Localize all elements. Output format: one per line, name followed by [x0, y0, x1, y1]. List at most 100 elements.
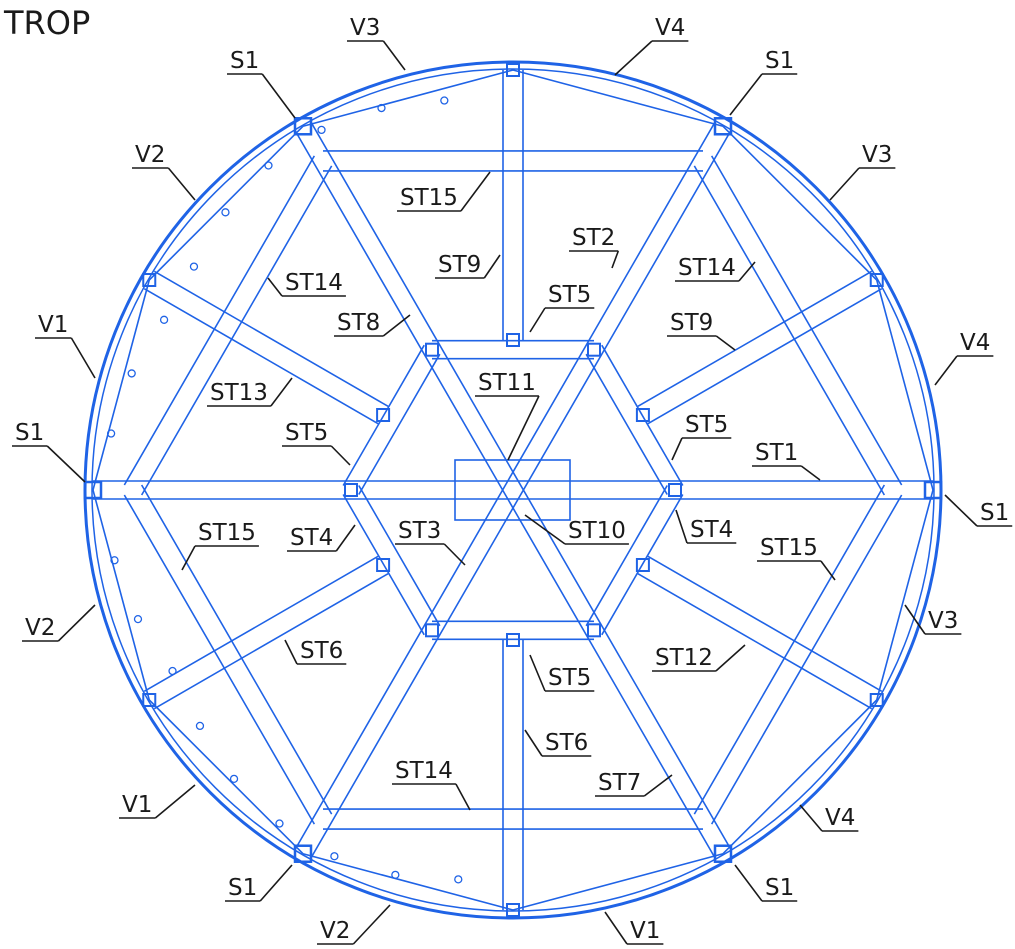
leader-line	[615, 41, 652, 75]
leader-line	[716, 645, 745, 671]
bolt-hole	[161, 316, 168, 323]
leader-line	[644, 775, 672, 796]
leader-line	[168, 168, 195, 200]
clip	[426, 344, 438, 356]
leader-line	[383, 315, 410, 336]
beam-edge	[154, 271, 388, 406]
part-label: ST11	[478, 370, 536, 396]
leader-line	[71, 338, 95, 378]
leader-line	[735, 865, 762, 901]
part-label: ST15	[400, 185, 458, 211]
part-label: ST3	[398, 518, 441, 544]
leader-line	[801, 466, 820, 480]
leader-line	[935, 356, 957, 385]
part-label: V1	[38, 312, 68, 338]
beam-edge	[311, 122, 731, 849]
beam-edge	[602, 345, 683, 485]
leader-line	[830, 168, 859, 200]
leader-line	[612, 251, 618, 268]
part-label: ST10	[568, 518, 626, 544]
bolt-hole	[392, 871, 399, 878]
center-box	[455, 460, 570, 520]
part-label: S1	[15, 420, 44, 446]
chord	[93, 280, 149, 490]
beam-edge	[712, 156, 902, 485]
beam-edge	[154, 574, 388, 709]
part-label: ST5	[548, 282, 591, 308]
inner-ring	[92, 69, 934, 911]
leader-line	[444, 544, 465, 565]
leader-line	[530, 308, 545, 332]
part-label: ST14	[678, 255, 736, 281]
chord	[93, 490, 149, 700]
part-label: V1	[122, 792, 152, 818]
bolt-hole	[441, 97, 448, 104]
part-label: ST15	[760, 535, 818, 561]
clip	[345, 484, 357, 496]
drawing: TROP V3V4S1S1V2V3ST15ST2ST9ST14ST14V1V4S…	[0, 0, 1015, 949]
leader-line	[353, 905, 390, 944]
part-label: ST5	[685, 412, 728, 438]
bolt-hole	[134, 616, 141, 623]
part-label: S1	[228, 875, 257, 901]
frame	[85, 62, 941, 918]
part-label: V3	[862, 142, 892, 168]
leader-line	[47, 446, 85, 482]
bolt-hole	[265, 162, 272, 169]
part-label: V3	[350, 15, 380, 41]
leader-line	[271, 378, 292, 406]
bolt-hole	[222, 209, 229, 216]
beam-edge	[648, 289, 882, 424]
outer-ring	[85, 62, 941, 918]
leader-line	[739, 262, 755, 281]
chord	[303, 854, 513, 910]
chord	[513, 70, 723, 126]
part-label: ST6	[545, 730, 588, 756]
leader-line	[945, 495, 977, 526]
beam-edge	[586, 354, 667, 494]
chord	[303, 70, 513, 126]
drawing-title: TROP	[3, 4, 90, 42]
bolt-hole	[196, 722, 203, 729]
part-label: ST4	[690, 517, 733, 543]
leader-line	[285, 640, 297, 664]
leader-line	[336, 525, 355, 551]
bolt-hole	[128, 370, 135, 377]
leader-line	[525, 730, 542, 756]
part-label: S1	[765, 48, 794, 74]
leader-line	[58, 605, 95, 641]
part-label: ST9	[438, 252, 481, 278]
part-label: ST15	[198, 520, 256, 546]
part-label: V4	[655, 15, 685, 41]
clip	[426, 624, 438, 636]
part-label: ST9	[670, 310, 713, 336]
labels: V3V4S1S1V2V3ST15ST2ST9ST14ST14V1V4ST5ST8…	[12, 15, 1012, 944]
bolt-hole	[190, 263, 197, 270]
part-label: V1	[630, 918, 660, 944]
beam-edge	[343, 495, 424, 635]
leader-line	[260, 865, 292, 901]
beam-edge	[144, 556, 378, 691]
beam-edge	[359, 486, 440, 626]
clip	[588, 624, 600, 636]
part-label: ST14	[285, 270, 343, 296]
leader-line	[484, 255, 500, 278]
clip	[588, 344, 600, 356]
part-label: V3	[928, 608, 958, 634]
bolt-hole	[276, 820, 283, 827]
leader-line	[155, 785, 195, 818]
part-label: ST2	[572, 225, 615, 251]
beam-edge	[586, 486, 667, 626]
bolt-hole	[331, 853, 338, 860]
leader-line	[821, 561, 835, 580]
beam-edge	[295, 131, 715, 858]
leader-line	[461, 172, 490, 211]
leader-line	[800, 805, 822, 831]
part-label: ST5	[285, 420, 328, 446]
leader-line	[672, 438, 682, 460]
beam-edge	[638, 574, 872, 709]
part-label: V4	[825, 805, 855, 831]
part-label: ST5	[548, 665, 591, 691]
beam-edge	[602, 495, 683, 635]
leader-line	[508, 396, 539, 460]
